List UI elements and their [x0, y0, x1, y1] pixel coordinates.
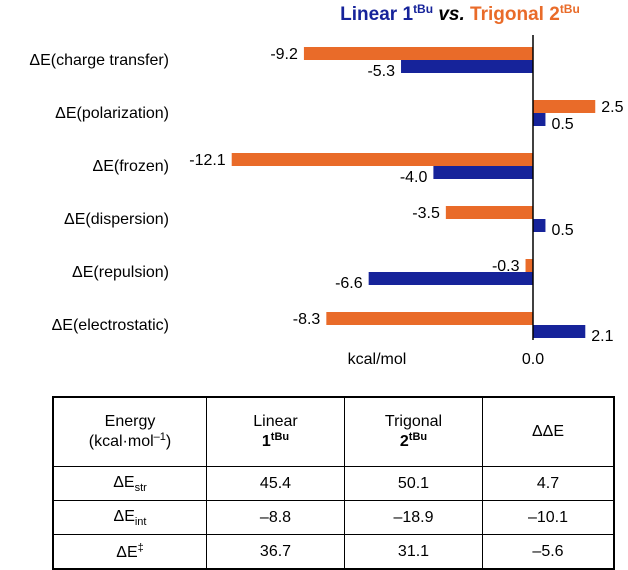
legend-series2-name: Trigonal — [470, 4, 544, 25]
value-label-trigonal: -0.3 — [492, 258, 520, 275]
cell-linear: 45.4 — [206, 466, 345, 501]
bar-trigonal — [525, 259, 533, 272]
header-units-post: ) — [165, 433, 172, 450]
header-ddE-label: ΔΔE — [531, 423, 565, 440]
row-label-sup: ‡ — [137, 541, 144, 554]
header-linear-sup: tBu — [270, 431, 290, 443]
bar-linear — [533, 113, 546, 126]
header-energy-label: Energy — [104, 413, 156, 430]
cell-trigonal: –18.9 — [344, 500, 483, 535]
cell-linear: –8.8 — [206, 500, 345, 535]
row-label: ΔE‡ — [52, 534, 207, 570]
category-label: ΔE(frozen) — [93, 158, 169, 175]
header-units-sup: –1 — [153, 431, 166, 443]
value-label-trigonal: -9.2 — [270, 46, 298, 63]
legend-series1-sup: tBu — [413, 2, 434, 16]
bar-linear — [433, 166, 533, 179]
bars-group — [231, 47, 596, 338]
legend-series1-name: Linear — [340, 4, 398, 25]
legend-series1: Linear 1tBu — [340, 2, 434, 25]
bar-trigonal — [303, 47, 533, 60]
legend-series2-num: 2 — [549, 4, 560, 25]
cell-ddE: 4.7 — [482, 466, 615, 501]
header-linear: Linear 1tBu — [206, 396, 345, 467]
labels-group: ΔE(charge transfer) -9.2 -5.3 ΔE(polarizati… — [29, 46, 623, 345]
x-axis-label: kcal/mol — [348, 351, 407, 368]
header-units: (kcal·mol–1) — [54, 431, 206, 451]
value-label-linear: -4.0 — [400, 169, 428, 186]
value-label-linear: -5.3 — [367, 63, 395, 80]
bar-trigonal — [533, 100, 596, 113]
row-label-sub: str — [134, 481, 147, 494]
bar-trigonal — [445, 206, 533, 219]
table-row: ΔEint –8.8 –18.9 –10.1 — [52, 500, 615, 535]
cell-trigonal: 50.1 — [344, 466, 483, 501]
header-trigonal-num: 2 — [399, 433, 409, 450]
bar-linear — [368, 272, 533, 285]
value-label-linear: -6.6 — [335, 275, 363, 292]
bar-linear — [401, 60, 533, 73]
value-label-trigonal: -3.5 — [412, 205, 440, 222]
header-trigonal: Trigonal 2tBu — [344, 396, 483, 467]
bar-trigonal — [326, 312, 533, 325]
row-label: ΔEstr — [52, 466, 207, 501]
cell-linear: 36.7 — [206, 534, 345, 570]
table-row: ΔEstr 45.4 50.1 4.7 — [52, 466, 615, 501]
row-label-main: ΔE — [113, 507, 135, 525]
category-label: ΔE(polarization) — [55, 105, 169, 122]
bar-trigonal — [231, 153, 533, 166]
header-trigonal-label: Trigonal — [384, 413, 443, 430]
header-linear-compound: 1tBu — [207, 431, 344, 451]
value-label-linear: 0.5 — [551, 222, 573, 239]
zero-tick-label: 0.0 — [522, 351, 544, 368]
cell-ddE: –5.6 — [482, 534, 615, 570]
header-energy: Energy (kcal·mol–1) — [52, 396, 207, 467]
bar-linear — [533, 325, 586, 338]
legend-vs: vs. — [438, 4, 465, 25]
legend-series2: Trigonal 2tBu — [470, 2, 580, 25]
header-trigonal-sup: tBu — [408, 431, 428, 443]
category-label: ΔE(electrostatic) — [52, 317, 169, 334]
category-label: ΔE(charge transfer) — [29, 52, 169, 69]
header-units-pre: (kcal·mol — [88, 433, 154, 450]
table-header-row: Energy (kcal·mol–1) Linear 1tBu Trigonal… — [52, 396, 615, 467]
legend-series1-num: 1 — [402, 4, 414, 25]
value-label-trigonal: 2.5 — [601, 99, 623, 116]
table-row: ΔE‡ 36.7 31.1 –5.6 — [52, 534, 615, 570]
legend-series2-sup: tBu — [559, 2, 580, 16]
value-label-linear: 0.5 — [551, 116, 573, 133]
header-ddE: ΔΔE — [482, 396, 615, 467]
cell-ddE: –10.1 — [482, 500, 615, 535]
header-linear-label: Linear — [253, 413, 298, 430]
header-linear-num: 1 — [261, 433, 271, 450]
value-label-trigonal: -12.1 — [189, 152, 226, 169]
header-trigonal-compound: 2tBu — [345, 431, 482, 451]
cell-trigonal: 31.1 — [344, 534, 483, 570]
energy-table: Energy (kcal·mol–1) Linear 1tBu Trigonal… — [52, 396, 615, 570]
row-label-sub: int — [134, 515, 147, 528]
value-label-trigonal: -8.3 — [293, 311, 321, 328]
row-label: ΔEint — [52, 500, 207, 535]
row-label-main: ΔE — [116, 543, 138, 561]
row-label-main: ΔE — [113, 473, 135, 491]
bar-linear — [533, 219, 546, 232]
category-label: ΔE(dispersion) — [64, 211, 169, 228]
chart-legend: Linear 1tBu vs. Trigonal 2tBu — [305, 2, 615, 26]
category-label: ΔE(repulsion) — [72, 264, 169, 281]
bar-chart: ΔE(charge transfer) -9.2 -5.3 ΔE(polarizati… — [29, 35, 624, 368]
value-label-linear: 2.1 — [591, 328, 613, 345]
